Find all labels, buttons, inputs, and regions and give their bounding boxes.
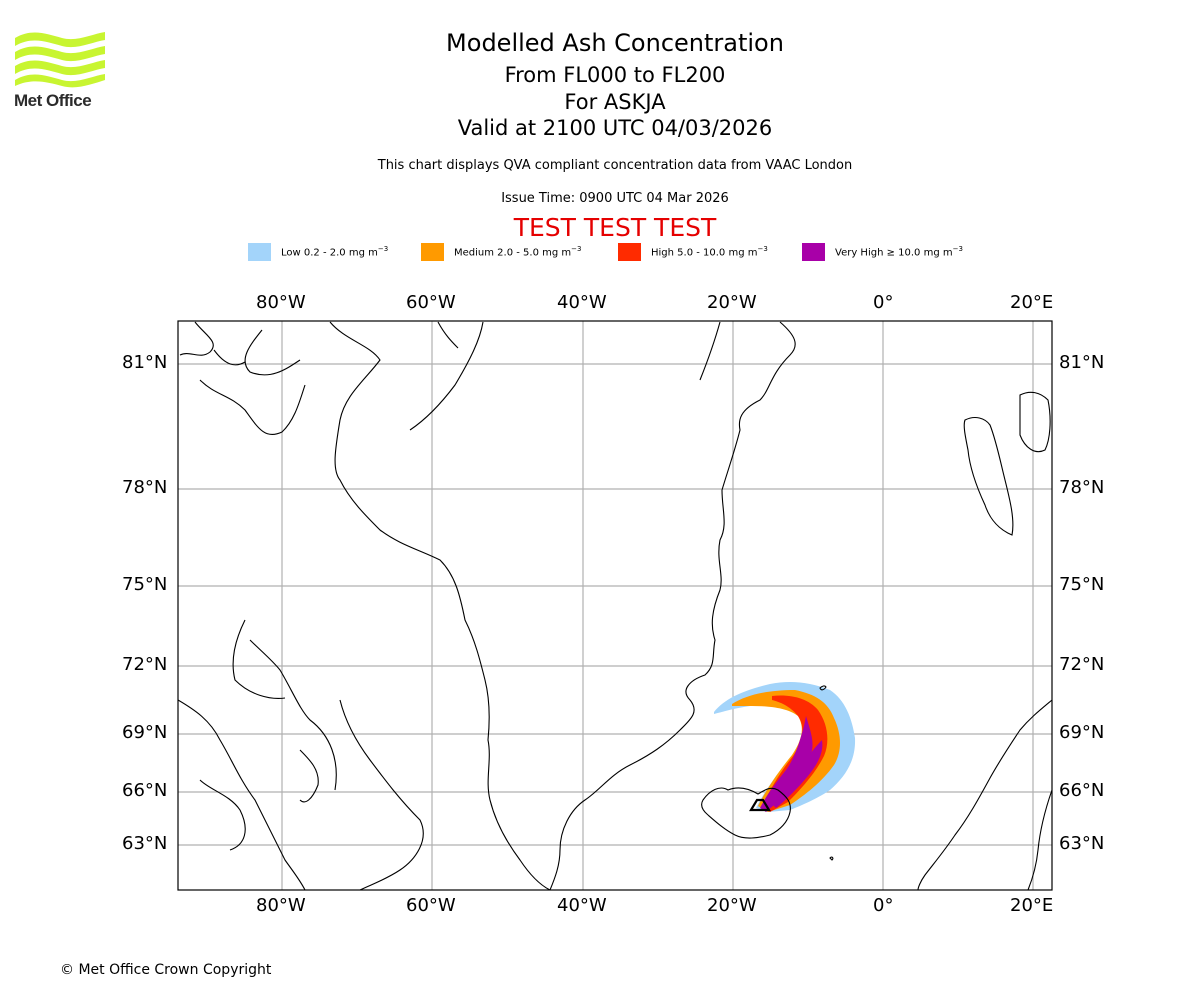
legend-swatch-medium <box>421 243 444 261</box>
map-frame <box>177 320 1053 891</box>
legend-item-medium: Medium 2.0 - 5.0 mg m−3 <box>421 243 581 261</box>
lon-label-bottom-20e: 20°E <box>1010 895 1054 916</box>
coast-hudson-islands <box>199 749 319 851</box>
askja-marker <box>749 798 771 812</box>
lon-label-bottom-0: 0° <box>873 895 894 916</box>
lon-label-bottom-80w: 80°W <box>256 895 306 916</box>
coast-sweden <box>1027 789 1052 890</box>
lat-label-right-72n: 72°N <box>1059 654 1105 675</box>
lat-label-right-69n: 69°N <box>1059 722 1105 743</box>
legend-item-high: High 5.0 - 10.0 mg m−3 <box>618 243 768 261</box>
lon-label-top-20e: 20°E <box>1010 292 1054 313</box>
legend-swatch-very-high <box>802 243 825 261</box>
valid-time: Valid at 2100 UTC 04/03/2026 <box>457 116 773 140</box>
logo-waves-icon <box>15 32 105 88</box>
lat-label-right-81n: 81°N <box>1059 352 1105 373</box>
lat-label-right-63n: 63°N <box>1059 833 1105 854</box>
coast-iceland <box>701 787 791 839</box>
legend-label-high: High 5.0 - 10.0 mg m <box>651 247 758 259</box>
coast-greenland-north <box>329 321 551 890</box>
legend-label-medium: Medium 2.0 - 5.0 mg m <box>454 247 572 259</box>
lon-label-bottom-60w: 60°W <box>406 895 456 916</box>
lat-label-left-69n: 69°N <box>122 722 168 743</box>
lon-label-bottom-20w: 20°W <box>707 895 757 916</box>
legend-item-very-high: Very High ≥ 10.0 mg m−3 <box>802 243 963 261</box>
legend: Low 0.2 - 2.0 mg m−3 Medium 2.0 - 5.0 mg… <box>0 243 1200 265</box>
coast-baffin-west <box>178 699 306 890</box>
coast-greenland-nw <box>409 321 721 431</box>
lon-label-top-20w: 20°W <box>707 292 757 313</box>
lat-label-left-66n: 66°N <box>122 780 168 801</box>
copyright-notice: © Met Office Crown Copyright <box>60 962 272 978</box>
test-banner: TEST TEST TEST <box>513 213 717 242</box>
coast-ellesmere <box>179 321 306 436</box>
met-office-logo <box>15 32 105 88</box>
legend-swatch-high <box>618 243 641 261</box>
lon-label-top-60w: 60°W <box>406 292 456 313</box>
flight-level-range: From FL000 to FL200 <box>504 63 726 87</box>
coast-baffin <box>232 619 424 890</box>
lon-label-top-0: 0° <box>873 292 894 313</box>
lat-label-left-72n: 72°N <box>122 654 168 675</box>
lon-label-top-80w: 80°W <box>256 292 306 313</box>
plume-very-high-core <box>772 740 823 808</box>
lat-label-left-75n: 75°N <box>122 574 168 595</box>
legend-item-low: Low 0.2 - 2.0 mg m−3 <box>248 243 388 261</box>
coast-jan-mayen <box>819 685 827 691</box>
legend-label-very-high: Very High ≥ 10.0 mg m <box>835 247 953 259</box>
coast-greenland-east <box>549 321 796 890</box>
lon-label-bottom-40w: 40°W <box>557 895 607 916</box>
graticule <box>178 321 1052 890</box>
chart-description: This chart displays QVA compliant concen… <box>377 158 853 173</box>
issue-time: Issue Time: 0900 UTC 04 Mar 2026 <box>501 191 729 206</box>
lat-label-right-78n: 78°N <box>1059 477 1105 498</box>
coastlines <box>178 321 1052 890</box>
lat-label-left-81n: 81°N <box>122 352 168 373</box>
logo-text: Met Office <box>14 91 92 110</box>
lat-label-right-75n: 75°N <box>1059 574 1105 595</box>
ash-plume <box>714 682 856 812</box>
coast-svalbard <box>963 391 1051 536</box>
coast-faroe <box>829 856 834 861</box>
volcano-name: For ASKJA <box>564 90 666 114</box>
lon-label-top-40w: 40°W <box>557 292 607 313</box>
chart-title: Modelled Ash Concentration <box>446 29 784 57</box>
lat-label-left-63n: 63°N <box>122 833 168 854</box>
lat-label-right-66n: 66°N <box>1059 780 1105 801</box>
coast-norway <box>917 699 1052 890</box>
legend-label-low: Low 0.2 - 2.0 mg m <box>281 247 378 259</box>
legend-swatch-low <box>248 243 271 261</box>
lat-label-left-78n: 78°N <box>122 477 168 498</box>
